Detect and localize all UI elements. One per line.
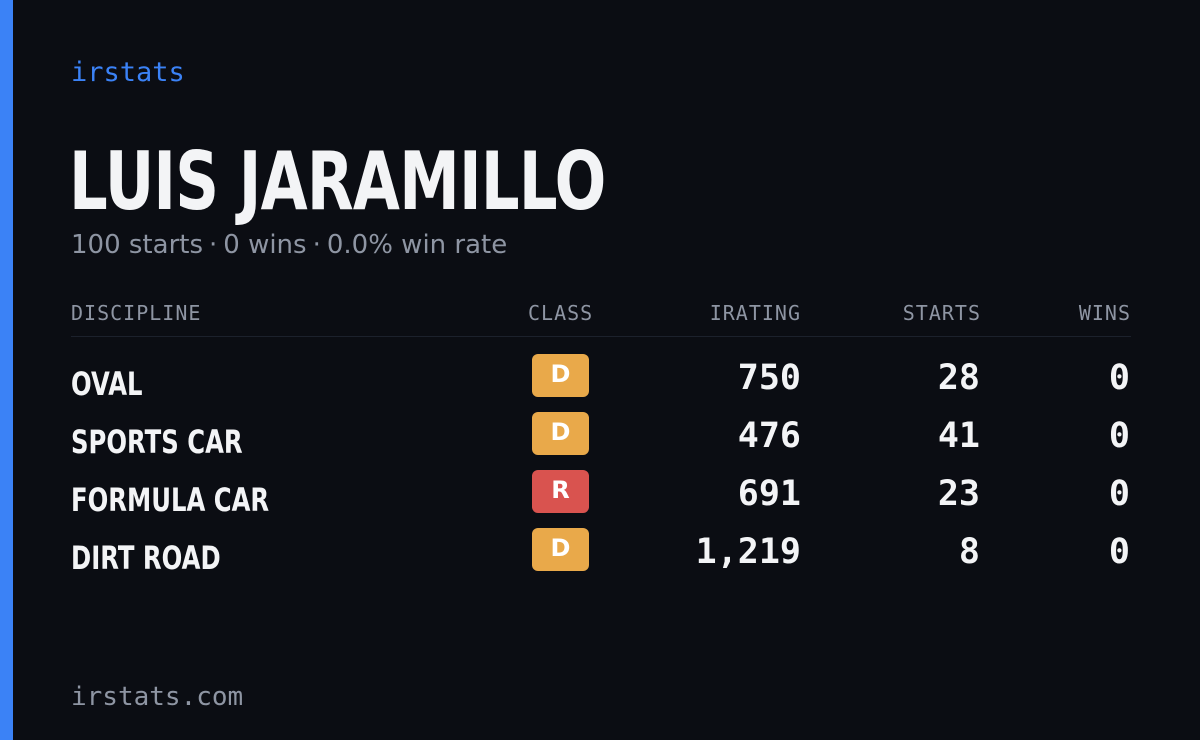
- class-badge: R: [532, 470, 589, 513]
- wins-value: 0: [1108, 474, 1130, 514]
- wins-value: 0: [1108, 358, 1130, 398]
- player-summary: 100 starts · 0 wins · 0.0% win rate: [71, 228, 507, 262]
- brand-logo: irstats: [71, 57, 185, 88]
- table-row: FORMULA CAR R 691 23 0: [71, 470, 1131, 528]
- separator: ·: [209, 230, 218, 260]
- starts-value: 8: [958, 532, 980, 572]
- table-row: SPORTS CAR D 476 41 0: [71, 412, 1131, 470]
- discipline-name: FORMULA CAR: [71, 481, 270, 519]
- wins-count: 0 wins: [223, 230, 307, 260]
- separator: ·: [312, 230, 321, 260]
- starts-value: 41: [937, 416, 980, 456]
- header-starts: STARTS: [902, 301, 981, 325]
- starts-count: 100 starts: [71, 230, 203, 260]
- header-irating: IRATING: [709, 301, 801, 325]
- starts-value: 23: [937, 474, 980, 514]
- player-name: LUIS JARAMILLO: [69, 135, 606, 228]
- wins-value: 0: [1108, 416, 1130, 456]
- table-row: OVAL D 750 28 0: [71, 354, 1131, 412]
- header-wins: WINS: [1078, 301, 1131, 325]
- win-rate: 0.0% win rate: [326, 230, 508, 260]
- discipline-name: DIRT ROAD: [71, 539, 221, 577]
- footer-url: irstats.com: [71, 682, 244, 712]
- class-badge: D: [532, 528, 589, 571]
- starts-value: 28: [937, 358, 980, 398]
- accent-bar: [0, 0, 13, 740]
- table-row: DIRT ROAD D 1,219 8 0: [71, 528, 1131, 586]
- irating-value: 750: [737, 358, 801, 398]
- irating-value: 476: [737, 416, 801, 456]
- discipline-name: OVAL: [71, 365, 143, 403]
- discipline-name: SPORTS CAR: [71, 423, 243, 461]
- irating-value: 691: [737, 474, 801, 514]
- class-badge: D: [532, 354, 589, 397]
- header-discipline: DISCIPLINE: [71, 301, 202, 325]
- wins-value: 0: [1108, 532, 1130, 572]
- header-class: CLASS: [528, 301, 594, 325]
- irating-value: 1,219: [695, 532, 801, 572]
- table-header: DISCIPLINE CLASS IRATING STARTS WINS: [71, 300, 1131, 337]
- class-badge: D: [532, 412, 589, 455]
